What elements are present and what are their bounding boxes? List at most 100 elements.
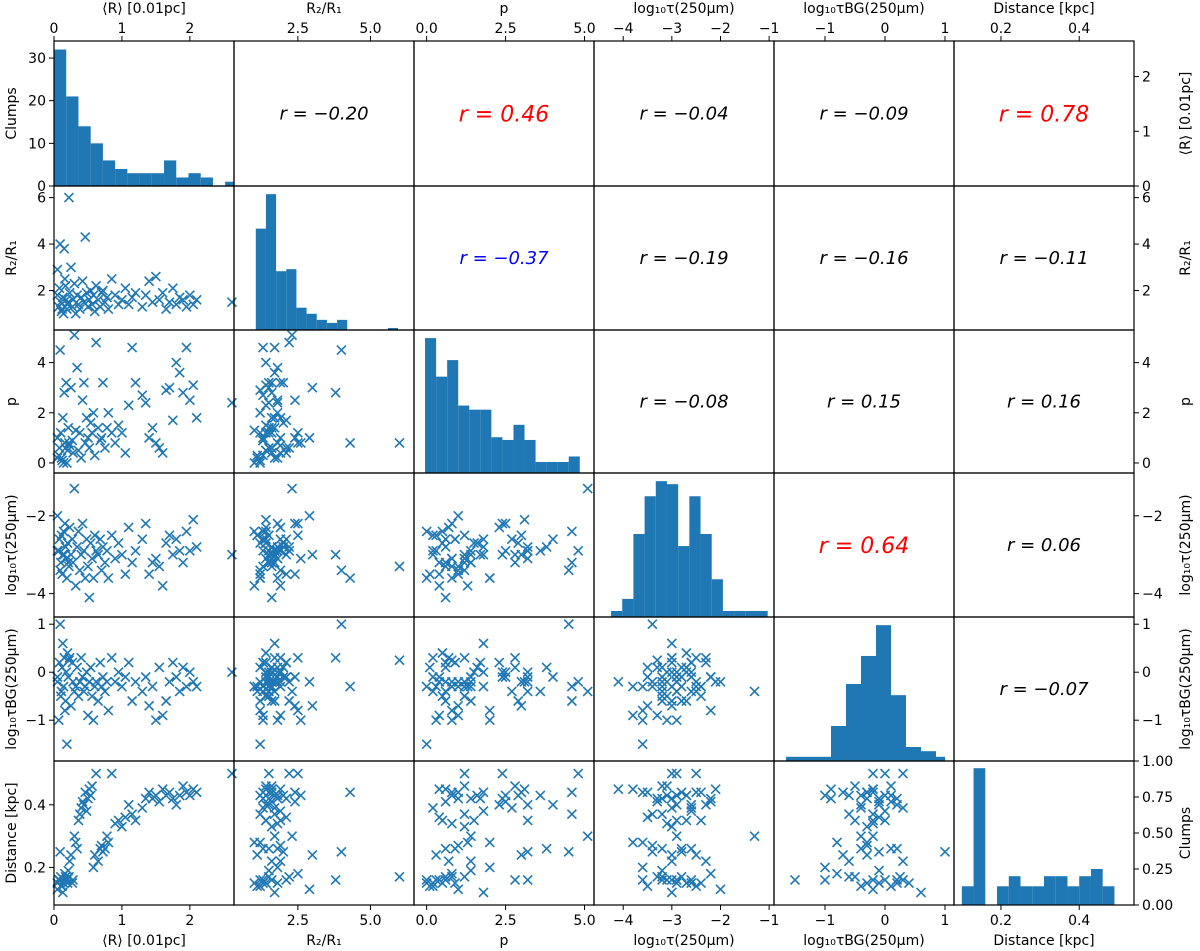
scatter-point xyxy=(295,715,306,726)
x-tick-label-top: 2.5 xyxy=(494,21,516,37)
y-tick-label-right: 0 xyxy=(1142,665,1151,681)
scatter-point xyxy=(181,526,192,537)
scatter-point xyxy=(57,412,68,423)
scatter-point xyxy=(681,647,692,659)
scatter-point xyxy=(171,534,182,545)
scatter-point xyxy=(123,522,134,533)
scatter-point xyxy=(627,837,638,848)
scatter-point xyxy=(681,815,692,826)
scatter-point xyxy=(127,557,138,568)
scatter-point xyxy=(130,815,141,826)
scatter-point xyxy=(167,549,178,560)
scatter-point xyxy=(459,809,470,820)
scatter-point xyxy=(174,686,185,697)
scatter-point xyxy=(101,545,113,556)
x-axis-label-top: ⟨R⟩ [0.01pc] xyxy=(102,1,186,17)
scatter-point xyxy=(266,557,277,568)
scatter-point xyxy=(330,652,341,663)
scatter-point xyxy=(95,534,106,545)
scatter-point xyxy=(691,787,702,798)
scatter-point xyxy=(506,686,517,697)
scatter-point xyxy=(843,856,855,867)
scatter-point xyxy=(263,667,274,678)
hist-bar xyxy=(425,338,437,473)
y-tick-label-right: 4 xyxy=(1142,237,1151,253)
scatter-point xyxy=(252,450,263,461)
scatter-point xyxy=(272,397,283,408)
panel-r5-c4: −1 0 1 log₁₀τBG(250μm) xyxy=(773,760,955,949)
scatter-point xyxy=(140,671,151,683)
scatter-point xyxy=(705,705,716,716)
scatter-point xyxy=(666,667,677,678)
correlation-label: r = −0.09 xyxy=(819,104,908,125)
hist-bar xyxy=(188,173,201,186)
scatter-point xyxy=(652,796,663,807)
scatter-point xyxy=(120,283,131,294)
scatter-point xyxy=(652,793,663,804)
correlation-label: r = −0.20 xyxy=(279,104,368,125)
x-axis-label: ⟨R⟩ [0.01pc] xyxy=(102,933,186,949)
scatter-point xyxy=(137,802,148,814)
scatter-point xyxy=(345,787,356,798)
scatter-point xyxy=(465,865,476,876)
scatter-point xyxy=(681,695,692,707)
hist-bar xyxy=(225,181,234,186)
hist-bar xyxy=(535,461,547,473)
scatter-point xyxy=(676,871,687,882)
y-tick-label-left: −4 xyxy=(25,587,46,603)
hist-bar xyxy=(436,376,448,473)
correlation-label: r = 0.15 xyxy=(827,392,901,413)
scatter-point xyxy=(849,780,861,792)
scatter-point xyxy=(278,377,289,388)
scatter-point xyxy=(642,787,653,798)
correlation-label: r = 0.78 xyxy=(999,103,1089,128)
y-tick-label-left: −1 xyxy=(25,713,46,729)
y-axes-row-2: 0 2 4 0 2 4 p p xyxy=(4,356,1194,472)
scatter-point xyxy=(939,846,951,857)
scatter-point xyxy=(113,667,124,678)
scatter-point xyxy=(465,695,476,707)
scatter-point xyxy=(478,549,489,560)
y-tick-label-left: 0 xyxy=(37,665,46,681)
panel-r4-c3 xyxy=(593,616,775,762)
scatter-point xyxy=(443,522,454,533)
panel-r1-c1 xyxy=(233,185,415,331)
correlation-label: r = 0.46 xyxy=(459,103,549,128)
scatter-point xyxy=(440,871,451,882)
scatter-point xyxy=(171,799,182,810)
scatter-point xyxy=(116,294,127,305)
scatter-point xyxy=(260,534,272,545)
scatter-point xyxy=(465,557,476,568)
scatter-point xyxy=(434,710,445,721)
scatter-point xyxy=(566,695,577,707)
correlation-label: r = 0.64 xyxy=(819,534,909,559)
scatter-point xyxy=(266,874,277,886)
scatter-point xyxy=(266,442,277,453)
scatter-point xyxy=(903,878,915,889)
panel-r5-c0: 0 1 2 ⟨R⟩ [0.01pc] xyxy=(50,760,238,949)
scatter-point xyxy=(89,450,100,461)
scatter-point xyxy=(541,541,552,553)
scatter-point xyxy=(59,705,70,716)
scatter-point xyxy=(150,715,161,726)
scatter-point xyxy=(535,686,546,697)
scatter-point xyxy=(691,881,702,892)
scatter-point xyxy=(666,768,677,779)
scatter-point xyxy=(95,657,106,668)
y-axis-label-left: log₁₀τ(250μm) xyxy=(4,494,20,595)
scatter-point xyxy=(573,545,584,556)
scatter-point xyxy=(330,387,341,398)
scatter-point xyxy=(500,790,511,801)
scatter-point xyxy=(93,422,104,433)
scatter-point xyxy=(93,695,104,707)
scatter-point xyxy=(431,715,442,726)
scatter-point xyxy=(76,652,87,663)
scatter-point xyxy=(582,831,593,842)
scatter-point xyxy=(453,787,464,798)
scatter-point xyxy=(260,799,272,810)
scatter-point xyxy=(421,739,432,750)
scatter-point xyxy=(177,662,189,673)
scatter-point xyxy=(181,342,192,353)
scatter-point xyxy=(88,862,99,873)
correlation-label: r = −0.08 xyxy=(639,392,728,413)
